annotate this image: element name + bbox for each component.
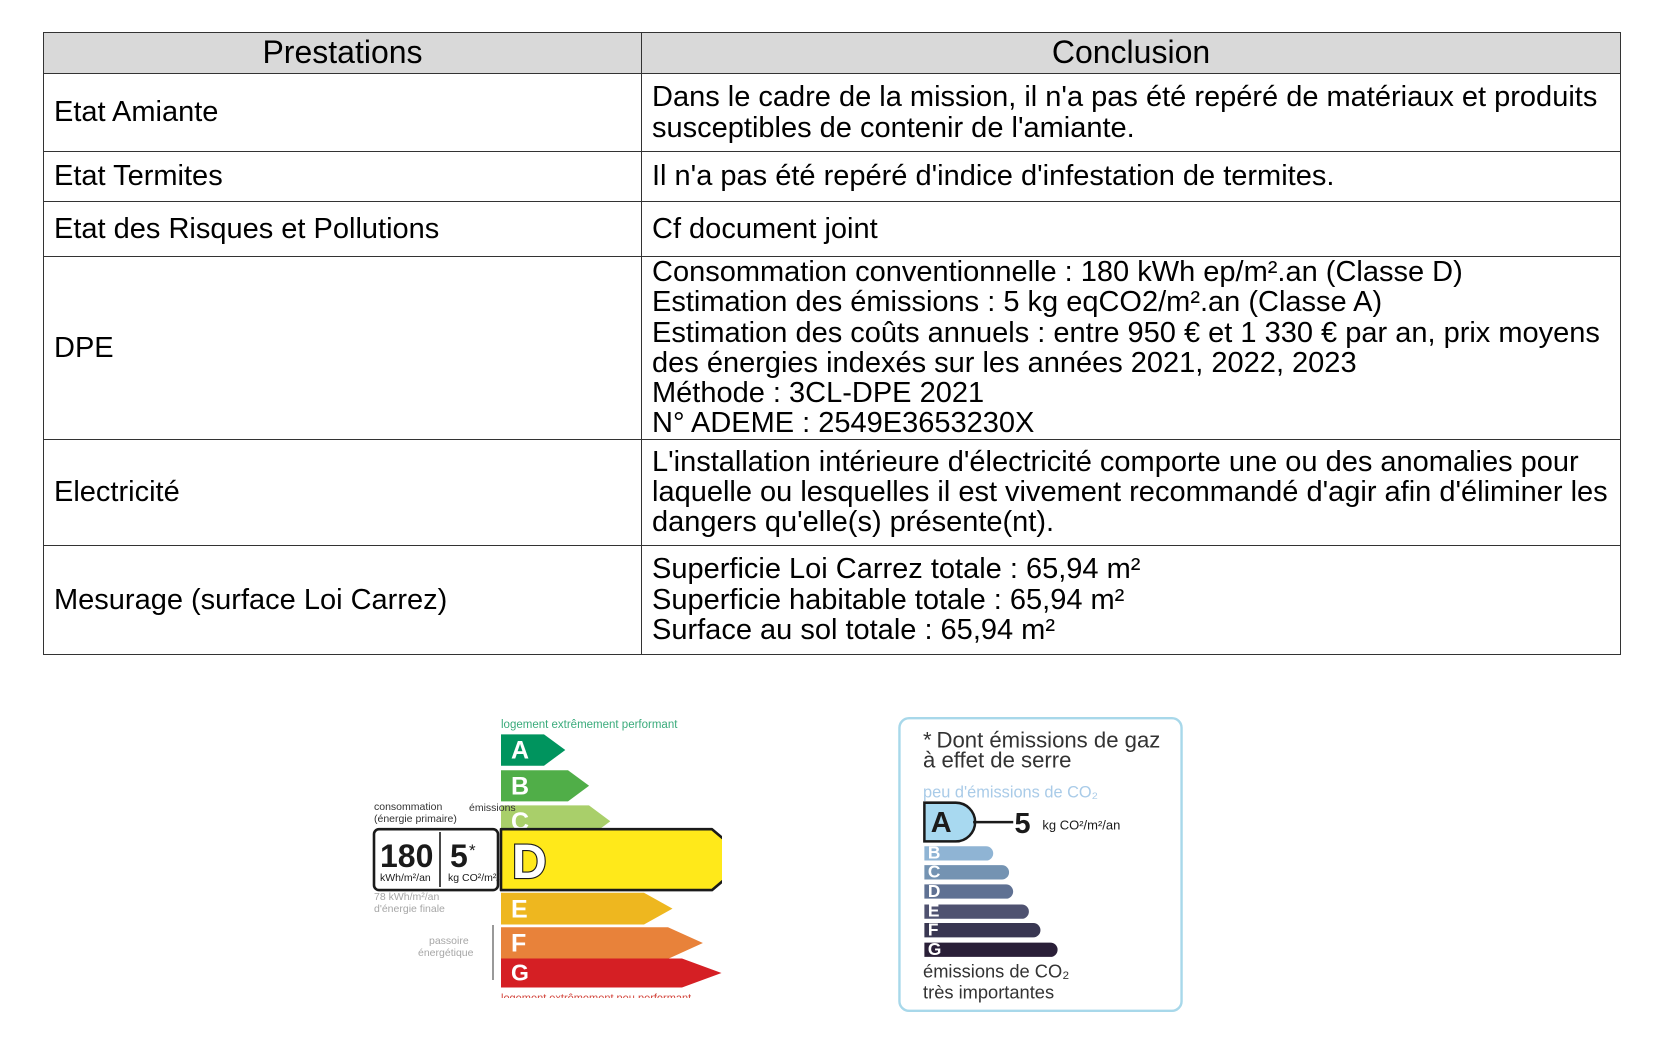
svg-text:énergétique: énergétique (418, 947, 474, 959)
svg-text:d'énergie finale: d'énergie finale (374, 903, 445, 915)
svg-text:peu d'émissions de CO₂: peu d'émissions de CO₂ (923, 784, 1098, 802)
svg-text:D: D (928, 881, 941, 901)
svg-text:émissions: émissions (469, 802, 516, 814)
svg-text:à effet de serre: à effet de serre (923, 748, 1071, 773)
svg-text:kWh/m²/an: kWh/m²/an (380, 872, 431, 884)
svg-text:logement extrêmement performan: logement extrêmement performant (501, 719, 678, 731)
svg-text:B: B (928, 843, 941, 863)
svg-text:C: C (928, 861, 941, 881)
svg-text:F: F (511, 930, 526, 958)
svg-text:78 kWh/m²/an: 78 kWh/m²/an (374, 891, 440, 903)
svg-text:D: D (512, 836, 547, 889)
svg-text:F: F (928, 919, 939, 939)
svg-text:(énergie primaire): (énergie primaire) (374, 813, 457, 825)
svg-text:B: B (511, 773, 529, 801)
svg-text:A: A (511, 737, 529, 765)
svg-text:G: G (928, 939, 941, 959)
svg-text:5: 5 (450, 838, 468, 874)
svg-text:très importantes: très importantes (923, 981, 1054, 1002)
svg-text:E: E (928, 901, 940, 921)
svg-text:5: 5 (1015, 808, 1031, 840)
svg-text:passoire: passoire (429, 935, 469, 947)
svg-text:consommation: consommation (374, 801, 442, 813)
svg-text:A: A (931, 807, 952, 839)
svg-text:E: E (511, 896, 528, 924)
svg-text:*: * (469, 841, 476, 860)
svg-text:G: G (511, 960, 529, 986)
svg-text:180: 180 (380, 838, 433, 874)
svg-text:émissions de CO₂: émissions de CO₂ (923, 961, 1069, 982)
svg-text:kg CO²/m²/an: kg CO²/m²/an (1042, 817, 1120, 832)
svg-text:logement extrêmement peu perfo: logement extrêmement peu performant (501, 993, 691, 999)
